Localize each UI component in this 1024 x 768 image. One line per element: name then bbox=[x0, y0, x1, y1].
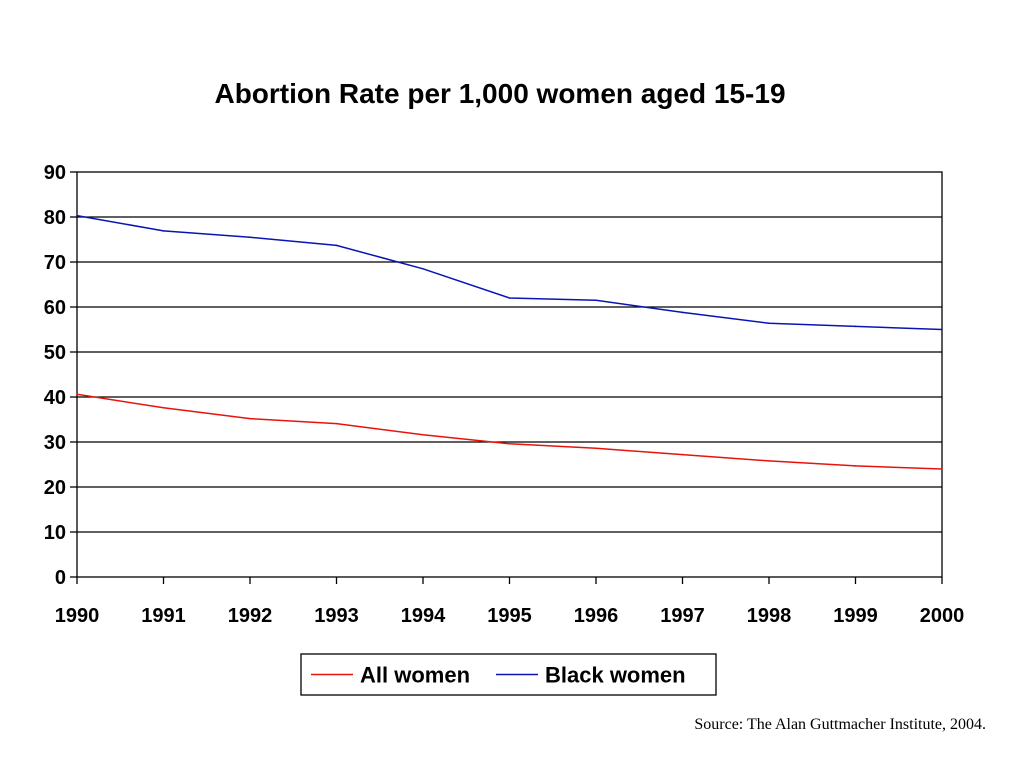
data-point bbox=[162, 407, 165, 409]
data-point bbox=[422, 434, 424, 436]
y-tick-label: 40 bbox=[44, 387, 66, 409]
data-point bbox=[854, 325, 857, 328]
data-point bbox=[854, 465, 857, 467]
data-point bbox=[508, 297, 511, 299]
data-point bbox=[681, 453, 684, 456]
data-point bbox=[162, 230, 165, 232]
legend-label: Black women bbox=[545, 663, 686, 688]
series-line-2 bbox=[76, 214, 943, 331]
y-tick-label: 0 bbox=[55, 567, 66, 589]
data-point bbox=[249, 417, 251, 420]
data-point bbox=[76, 214, 78, 217]
data-point bbox=[76, 393, 78, 396]
x-tick-label: 1990 bbox=[55, 605, 100, 627]
data-point bbox=[768, 460, 770, 462]
y-tick-label: 80 bbox=[44, 207, 66, 229]
axes bbox=[76, 171, 943, 578]
data-point bbox=[335, 244, 338, 247]
data-point bbox=[595, 447, 597, 450]
data-point bbox=[768, 322, 770, 325]
y-tick-label: 90 bbox=[44, 162, 66, 184]
legend-label: All women bbox=[360, 663, 470, 688]
y-tick-label: 10 bbox=[44, 522, 66, 544]
source-note: Source: The Alan Guttmacher Institute, 2… bbox=[694, 716, 986, 733]
x-tick-label: 1999 bbox=[833, 605, 878, 627]
x-tick-label: 2000 bbox=[920, 605, 965, 627]
x-tick-label: 1998 bbox=[747, 605, 792, 627]
data-point bbox=[595, 299, 597, 302]
x-axis-ticks: 1990 1991 1992 1993 1994 1995 1996 1997 1998 1999… bbox=[55, 577, 965, 627]
y-tick-label: 20 bbox=[44, 477, 66, 499]
data-point bbox=[941, 328, 943, 331]
y-tick-label: 50 bbox=[44, 342, 66, 364]
data-point bbox=[335, 422, 338, 425]
x-tick-label: 1992 bbox=[228, 605, 273, 627]
plot-frame bbox=[76, 171, 943, 578]
data-point bbox=[681, 311, 684, 314]
legend: All women Black women bbox=[300, 653, 717, 696]
x-tick-label: 1995 bbox=[487, 605, 532, 627]
x-tick-label: 1994 bbox=[401, 605, 446, 627]
x-tick-label: 1991 bbox=[141, 605, 186, 627]
y-tick-label: 60 bbox=[44, 297, 66, 319]
series-lines bbox=[76, 214, 943, 470]
x-tick-label: 1993 bbox=[314, 605, 359, 627]
gridlines bbox=[77, 216, 942, 533]
data-point bbox=[249, 236, 251, 239]
series-line-1 bbox=[76, 393, 943, 470]
y-axis-ticks: 0 10 20 30 40 50 60 70 80 90 bbox=[44, 162, 77, 589]
data-point bbox=[422, 267, 424, 270]
x-tick-label: 1997 bbox=[660, 605, 705, 627]
data-point bbox=[508, 443, 511, 445]
x-tick-label: 1996 bbox=[574, 605, 619, 627]
data-point bbox=[941, 468, 943, 470]
chart-title: Abortion Rate per 1,000 women aged 15-19 bbox=[214, 78, 785, 109]
y-tick-label: 70 bbox=[44, 252, 66, 274]
y-tick-label: 30 bbox=[44, 432, 66, 454]
